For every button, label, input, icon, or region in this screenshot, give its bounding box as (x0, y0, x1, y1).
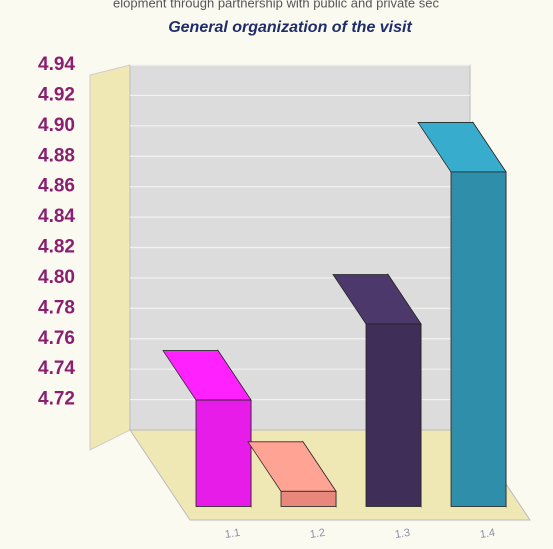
y-tick-label: 4.90 (38, 115, 75, 136)
chart-title: General organization of the visit (168, 19, 412, 36)
bar (365, 323, 422, 507)
x-tick-label: 1.1 (224, 527, 241, 541)
x-tick-label: 1.3 (394, 527, 411, 541)
y-tick-label: 4.94 (38, 54, 75, 75)
bar (450, 171, 507, 507)
y-tick-label: 4.72 (38, 389, 75, 410)
y-tick-label: 4.84 (38, 206, 75, 227)
y-tick-label: 4.74 (38, 358, 75, 379)
header-text: elopment through partnership with public… (113, 0, 439, 10)
bar (195, 399, 252, 507)
y-tick-label: 4.86 (38, 176, 75, 197)
y-tick-label: 4.76 (38, 328, 75, 349)
y-tick-label: 4.82 (38, 237, 75, 258)
left-wall (89, 64, 131, 451)
x-tick-label: 1.4 (479, 527, 496, 541)
y-tick-label: 4.78 (38, 297, 75, 318)
y-tick-label: 4.80 (38, 267, 75, 288)
y-tick-label: 4.92 (38, 84, 75, 105)
bar (280, 490, 337, 507)
x-tick-label: 1.2 (309, 527, 326, 541)
y-tick-label: 4.88 (38, 145, 75, 166)
